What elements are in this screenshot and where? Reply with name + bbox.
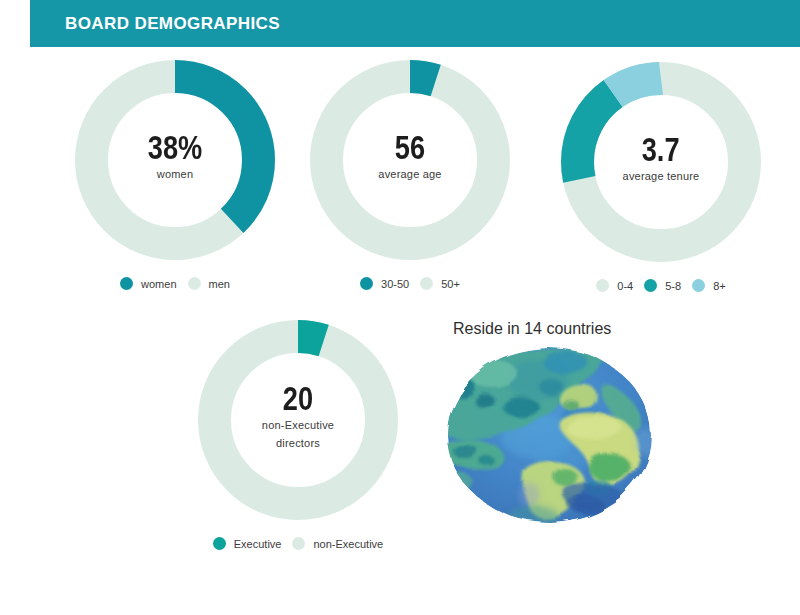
legend-average-age: 30-50 50+ (310, 277, 510, 290)
legend-dot-icon (188, 277, 201, 290)
legend-item-executive: Executive (213, 537, 282, 550)
donut-value-directors: 20 (283, 381, 313, 415)
legend-dot-icon (596, 279, 609, 292)
donut-chart-average-tenure: 3.7 average tenure 0-4 5-8 8+ (561, 62, 761, 292)
donut-ring-average-tenure: 3.7 average tenure (561, 62, 761, 262)
legend-dot-icon (292, 537, 305, 550)
legend-item-non-executive: non-Executive (292, 537, 383, 550)
donut-ring-women: 38% women (75, 60, 275, 260)
legend-average-tenure: 0-4 5-8 8+ (561, 279, 761, 292)
legend-dot-icon (420, 277, 433, 290)
page-title: BOARD DEMOGRAPHICS (30, 14, 280, 34)
legend-item-women: women (120, 277, 176, 290)
donut-chart-women: 38% women women men (75, 60, 275, 290)
legend-dot-icon (360, 277, 373, 290)
legend-label: 50+ (441, 278, 460, 290)
legend-label: non-Executive (313, 538, 383, 550)
legend-label: 30-50 (381, 278, 409, 290)
donut-value-women: 38% (148, 130, 202, 164)
donut-label-directors: non-Executive (262, 418, 334, 433)
legend-item-men: men (188, 277, 230, 290)
donut-chart-directors: 20 non-Executive directors Executive non-… (198, 320, 398, 550)
donut-ring-average-age: 56 average age (310, 60, 510, 260)
donut-chart-average-age: 56 average age 30-50 50+ (310, 60, 510, 290)
donut-label-average-tenure: average tenure (623, 169, 700, 184)
world-map-image (443, 347, 655, 525)
legend-item-8-: 8+ (692, 279, 726, 292)
legend-item-5-8: 5-8 (644, 279, 681, 292)
legend-label: 5-8 (665, 280, 681, 292)
legend-label: women (141, 278, 176, 290)
donut-value-average-tenure: 3.7 (642, 132, 680, 166)
donut-label-women: women (157, 167, 193, 182)
legend-dot-icon (644, 279, 657, 292)
legend-dot-icon (692, 279, 705, 292)
donut-label2-directors: directors (276, 436, 320, 451)
globe-caption: Reside in 14 countries (453, 320, 663, 338)
donut-ring-directors: 20 non-Executive directors (198, 320, 398, 520)
legend-dot-icon (120, 277, 133, 290)
legend-directors: Executive non-Executive (198, 537, 398, 550)
header-bar: BOARD DEMOGRAPHICS (30, 0, 800, 47)
legend-label: 0-4 (617, 280, 633, 292)
legend-item-30-50: 30-50 (360, 277, 409, 290)
globe-section: Reside in 14 countries (443, 320, 663, 529)
legend-label: men (209, 278, 230, 290)
legend-label: Executive (234, 538, 282, 550)
legend-item-50-: 50+ (420, 277, 460, 290)
legend-item-0-4: 0-4 (596, 279, 633, 292)
legend-label: 8+ (713, 280, 726, 292)
donut-value-average-age: 56 (395, 130, 425, 164)
legend-dot-icon (213, 537, 226, 550)
donut-label-average-age: average age (378, 167, 441, 182)
legend-women: women men (75, 277, 275, 290)
